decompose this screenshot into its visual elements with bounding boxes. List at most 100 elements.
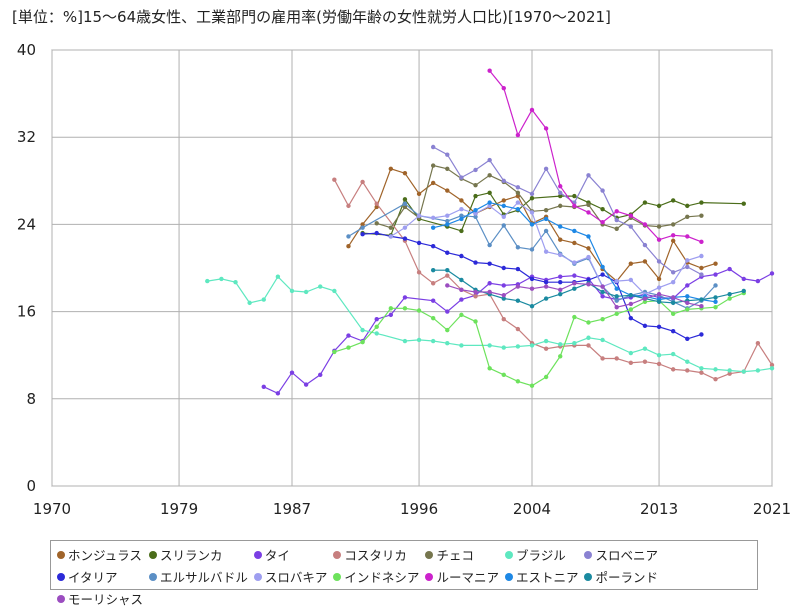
data-point (543, 296, 549, 301)
data-point (670, 270, 676, 275)
data-point (515, 379, 521, 384)
x-tick-label: 2004 (513, 500, 551, 518)
data-point (388, 306, 394, 311)
data-point (529, 191, 535, 197)
data-point (402, 236, 408, 241)
data-point (713, 272, 718, 277)
x-tick-label: 1979 (160, 500, 198, 518)
y-tick-label: 24 (17, 215, 36, 233)
data-point (233, 279, 238, 285)
data-point (543, 279, 549, 285)
data-point (755, 278, 761, 284)
legend-marker-icon (149, 572, 158, 581)
data-point (515, 185, 521, 190)
x-axis: 1970 1979 1987 1996 2004 2013 2021 (33, 500, 791, 518)
data-point (374, 201, 379, 206)
data-point (430, 144, 436, 150)
data-point (543, 338, 549, 344)
data-point (388, 225, 394, 230)
legend-marker-icon (253, 550, 262, 559)
data-point (374, 331, 379, 336)
data-point (487, 281, 492, 286)
series-line (348, 202, 716, 309)
data-point (656, 361, 662, 367)
data-point (600, 337, 605, 343)
data-point (769, 271, 775, 276)
data-point (430, 338, 436, 344)
x-tick-label: 1996 (400, 500, 438, 518)
data-point (685, 258, 690, 263)
data-point (445, 213, 450, 218)
data-point (656, 291, 662, 297)
data-point (459, 216, 464, 222)
data-point (600, 289, 605, 295)
data-point (699, 303, 704, 309)
data-point (402, 338, 408, 344)
data-point (515, 284, 521, 289)
data-point (416, 240, 422, 246)
data-point (685, 283, 690, 288)
data-point (332, 177, 337, 182)
data-point (670, 238, 676, 243)
data-point (388, 312, 394, 318)
data-point (459, 206, 464, 212)
data-point (289, 370, 295, 375)
data-point (515, 344, 521, 349)
legend-label: イタリア (68, 570, 118, 585)
data-point (670, 279, 676, 285)
data-point (558, 252, 563, 258)
data-point (600, 206, 605, 212)
data-point (487, 157, 492, 163)
data-point (318, 284, 323, 289)
data-point (685, 307, 690, 312)
data-point (586, 320, 591, 325)
series-line (432, 146, 702, 276)
data-point (501, 283, 506, 288)
data-point (670, 233, 676, 238)
data-point (543, 284, 549, 289)
data-point (261, 297, 266, 302)
data-point (543, 216, 549, 222)
legend-marker-icon (425, 572, 434, 581)
series-6 (430, 144, 704, 277)
data-point (543, 228, 549, 234)
x-tick-label: 1970 (33, 500, 71, 518)
legend-label: インドネシア (344, 570, 420, 585)
data-point (614, 209, 619, 214)
data-point (685, 359, 690, 364)
legend-marker-icon (425, 550, 434, 559)
data-point (600, 317, 605, 322)
data-point (473, 211, 478, 216)
data-point (600, 294, 605, 299)
data-point (558, 224, 563, 229)
chart-title: [単位：%]15～64歳女性、工業部門の雇用率(労働年齢の女性就労人口比)[19… (12, 8, 611, 26)
legend-item: インドネシア (333, 567, 419, 586)
data-point (628, 307, 634, 312)
data-point (642, 259, 648, 264)
data-point (473, 260, 478, 265)
data-point (656, 237, 662, 242)
data-point (699, 332, 704, 337)
data-point (445, 309, 450, 314)
data-point (614, 278, 619, 284)
data-point (529, 196, 535, 201)
data-point (628, 224, 634, 229)
data-point (699, 265, 704, 271)
data-point (459, 198, 464, 203)
data-point (586, 254, 591, 260)
legend-marker-icon (504, 550, 513, 559)
data-point (600, 188, 605, 193)
data-point (656, 259, 662, 264)
data-point (515, 190, 521, 195)
data-point (769, 362, 775, 368)
data-point (487, 366, 492, 371)
data-point (501, 198, 506, 203)
x-tick-label: 2021 (753, 500, 791, 518)
data-point (501, 178, 506, 183)
legend-item: タイ (253, 545, 328, 564)
data-point (628, 315, 634, 321)
legend-label: ポーランド (595, 570, 658, 585)
data-point (586, 282, 591, 287)
data-point (473, 193, 478, 199)
